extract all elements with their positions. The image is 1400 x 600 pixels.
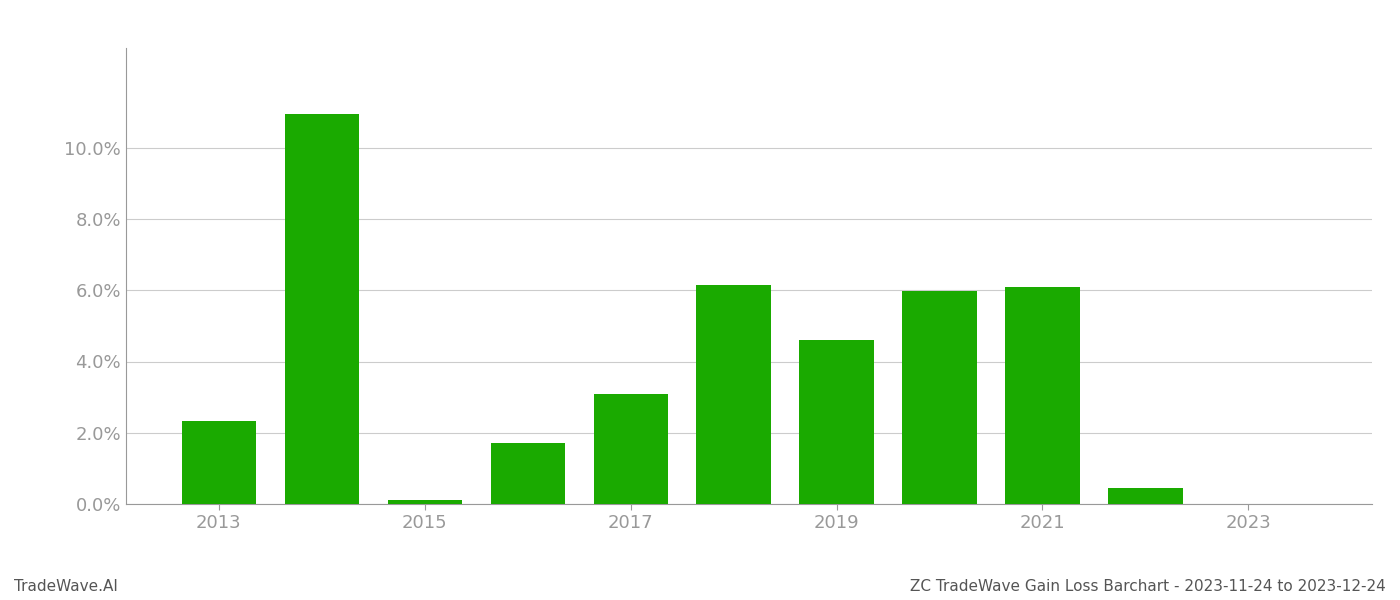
Bar bbox=[696, 285, 770, 504]
Bar bbox=[799, 340, 874, 504]
Bar bbox=[594, 394, 668, 504]
Bar bbox=[1005, 287, 1079, 504]
Text: ZC TradeWave Gain Loss Barchart - 2023-11-24 to 2023-12-24: ZC TradeWave Gain Loss Barchart - 2023-1… bbox=[910, 579, 1386, 594]
Text: TradeWave.AI: TradeWave.AI bbox=[14, 579, 118, 594]
Bar bbox=[182, 421, 256, 504]
Bar bbox=[284, 114, 358, 504]
Bar bbox=[903, 291, 977, 504]
Bar bbox=[1109, 488, 1183, 504]
Bar bbox=[490, 443, 564, 504]
Bar bbox=[388, 500, 462, 504]
